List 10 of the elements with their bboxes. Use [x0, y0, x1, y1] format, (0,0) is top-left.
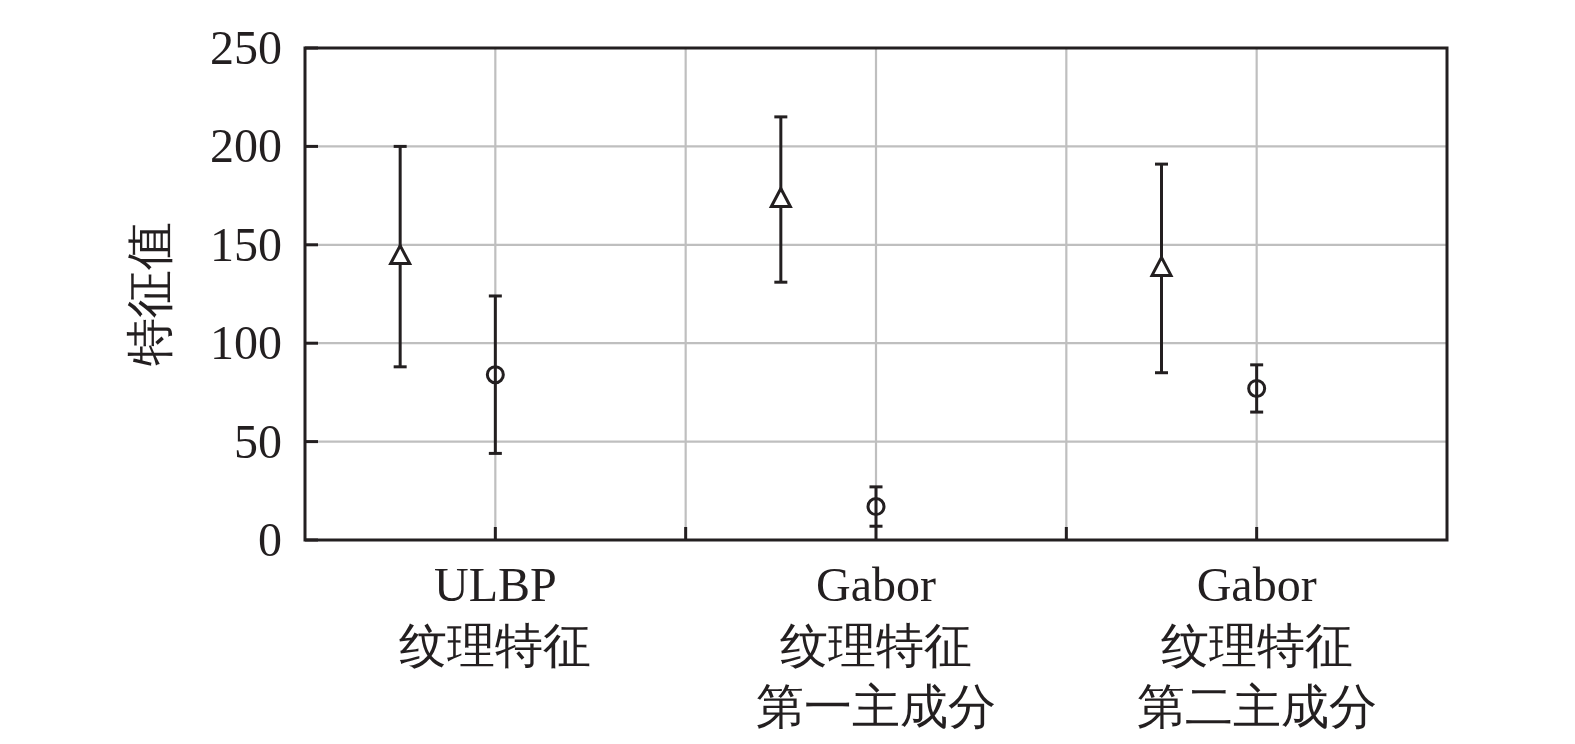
y-tick-label: 250 — [210, 21, 282, 74]
x-tick-label: ULBP 纹理特征 — [399, 558, 592, 672]
x-tick-label: Gabor 纹理特征第一主成分 — [756, 558, 996, 733]
y-tick-label: 100 — [210, 316, 282, 370]
y-tick-label: 200 — [210, 119, 282, 173]
y-tick-label: 0 — [258, 513, 282, 566]
x-tick-label: Gabor 纹理特征第二主成分 — [1136, 558, 1377, 733]
y-tick-label: 50 — [234, 414, 282, 468]
y-axis-title: 特征值 — [122, 222, 176, 366]
y-tick-label: 150 — [210, 217, 282, 271]
